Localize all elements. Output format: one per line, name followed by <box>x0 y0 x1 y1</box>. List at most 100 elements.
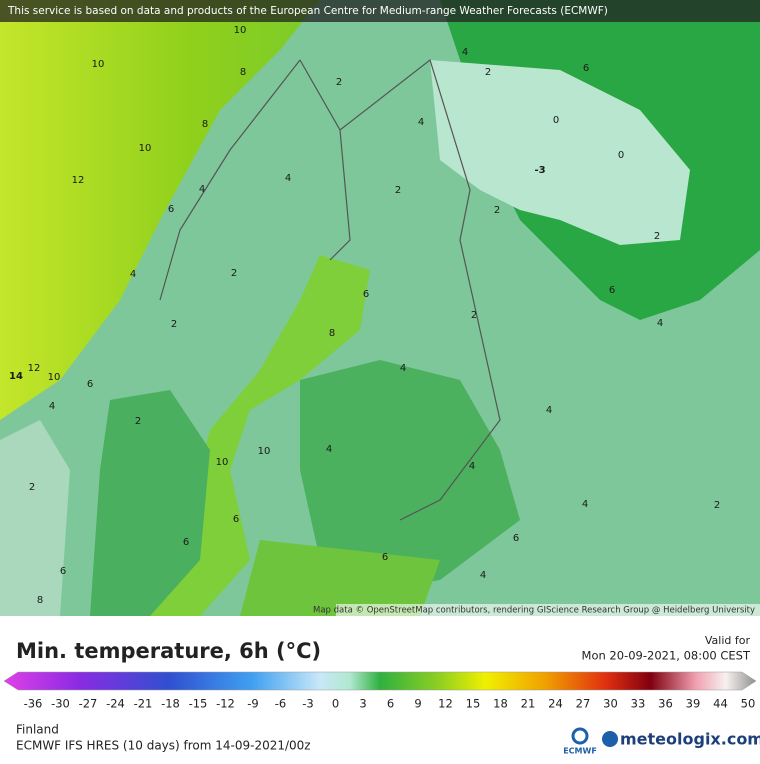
contour-label: 2 <box>336 77 342 88</box>
contour-label: 4 <box>130 269 136 280</box>
contour-label: 4 <box>546 405 552 416</box>
contour-label: 4 <box>49 401 55 412</box>
contour-label: 8 <box>240 67 246 78</box>
contour-label: 6 <box>583 63 589 74</box>
contour-label: 6 <box>609 285 615 296</box>
tick-label: 18 <box>493 697 508 711</box>
color-ticks: -36 -30 -27 -24 -21 -18 -15 -12 -9 -6 -3 0 3 6 9 12 15 18… <box>24 697 756 711</box>
contour-label: 14 <box>9 371 23 382</box>
kola <box>430 60 690 245</box>
contour-label: 10 <box>258 446 271 457</box>
contour-label: 6 <box>382 552 388 563</box>
tick-label: -27 <box>79 697 98 711</box>
contour-label: 2 <box>231 268 237 279</box>
contour-label: 12 <box>72 175 85 186</box>
contour-label: 10 <box>92 59 105 70</box>
contour-label: 8 <box>37 595 43 606</box>
contour-label: -3 <box>534 165 545 176</box>
contour-label: 4 <box>480 570 486 581</box>
contour-label: 2 <box>714 500 720 511</box>
map <box>0 0 760 616</box>
tick-label: -36 <box>24 697 43 711</box>
banner: This service is based on data and produc… <box>7 5 608 17</box>
contour-label: 2 <box>171 319 177 330</box>
tick-label: -30 <box>51 697 70 711</box>
color-bar <box>3 671 757 691</box>
contour-label: 6 <box>363 289 369 300</box>
contour-label: 6 <box>513 533 519 544</box>
contour-label: 6 <box>87 379 93 390</box>
brand: meteologix.com <box>620 730 760 749</box>
contour-label: 8 <box>329 328 335 339</box>
contour-label: 4 <box>326 444 332 455</box>
contour-label: 4 <box>657 318 663 329</box>
contour-label: 0 <box>553 115 559 126</box>
ecmwf-logo: ECMWF <box>563 747 597 756</box>
tick-label: 24 <box>548 697 563 711</box>
borders <box>159 58 501 521</box>
contour-label: 2 <box>471 310 477 321</box>
tick-label: 50 <box>741 697 756 711</box>
tick-label: 15 <box>466 697 481 711</box>
tick-label: 0 <box>332 697 339 711</box>
contour-label: 12 <box>28 363 41 374</box>
ecmwf-icon <box>571 727 589 745</box>
contour-labels: 10 10 10 12 14 12 10 8 8 6 4 4 4 2 2 2 4 2 4 2 6 0 0 -3 2 2 6 4 8 6 2 4… <box>9 25 720 606</box>
contour-label: 6 <box>183 537 189 548</box>
contour-label: 4 <box>582 499 588 510</box>
tick-label: -3 <box>302 697 313 711</box>
contour-label: 8 <box>202 119 208 130</box>
contour-label: 2 <box>395 185 401 196</box>
contour-label: 6 <box>60 566 66 577</box>
tick-label: 39 <box>686 697 701 711</box>
sweden-south <box>90 390 210 616</box>
tick-label: 44 <box>713 697 728 711</box>
brand-icon <box>602 731 618 747</box>
attribution-bg <box>336 604 760 616</box>
contour-label: 4 <box>469 461 475 472</box>
valid-time: Mon 20-09-2021, 08:00 CEST <box>582 649 751 663</box>
region: Finland <box>16 723 59 737</box>
tick-label: 27 <box>576 697 591 711</box>
contour-label: 4 <box>199 184 205 195</box>
tick-label: 6 <box>387 697 394 711</box>
contour-label: 2 <box>29 482 35 493</box>
contour-label: 4 <box>285 173 291 184</box>
legend-title: Min. temperature, 6h (°C) <box>16 639 321 663</box>
tick-label: 30 <box>603 697 618 711</box>
tick-label: -9 <box>247 697 258 711</box>
tick-label: 12 <box>438 697 453 711</box>
south-finland <box>300 360 520 590</box>
tick-label: -6 <box>275 697 286 711</box>
contour-label: 2 <box>485 67 491 78</box>
contour-label: 6 <box>233 514 239 525</box>
contour-label: 4 <box>400 363 406 374</box>
contour-label: 2 <box>654 231 660 242</box>
attribution: Map data © OpenStreetMap contributors, r… <box>313 606 755 616</box>
contour-label: 10 <box>139 143 152 154</box>
tick-label: -15 <box>189 697 208 711</box>
contour-label: 4 <box>418 117 424 128</box>
tick-label: 3 <box>359 697 366 711</box>
norwegian-sea <box>0 0 320 420</box>
contour-label: 2 <box>135 416 141 427</box>
tick-label: 21 <box>521 697 536 711</box>
tick-label: 9 <box>414 697 421 711</box>
tick-label: 33 <box>631 697 646 711</box>
contour-label: 6 <box>168 204 174 215</box>
gulf-of-finland <box>240 540 440 616</box>
tick-label: -12 <box>216 697 235 711</box>
banner-bg <box>0 0 760 22</box>
contour-label: 0 <box>618 150 624 161</box>
contour-label: 10 <box>48 372 61 383</box>
norway-south <box>0 420 70 616</box>
tick-label: 36 <box>658 697 673 711</box>
contour-label: 10 <box>234 25 247 36</box>
valid-label: Valid for <box>705 634 751 647</box>
tick-label: -24 <box>106 697 125 711</box>
contour-label: 2 <box>494 205 500 216</box>
tick-label: -18 <box>161 697 180 711</box>
model-info: ECMWF IFS HRES (10 days) from 14-09-2021… <box>16 739 311 753</box>
contour-label: 4 <box>462 47 468 58</box>
